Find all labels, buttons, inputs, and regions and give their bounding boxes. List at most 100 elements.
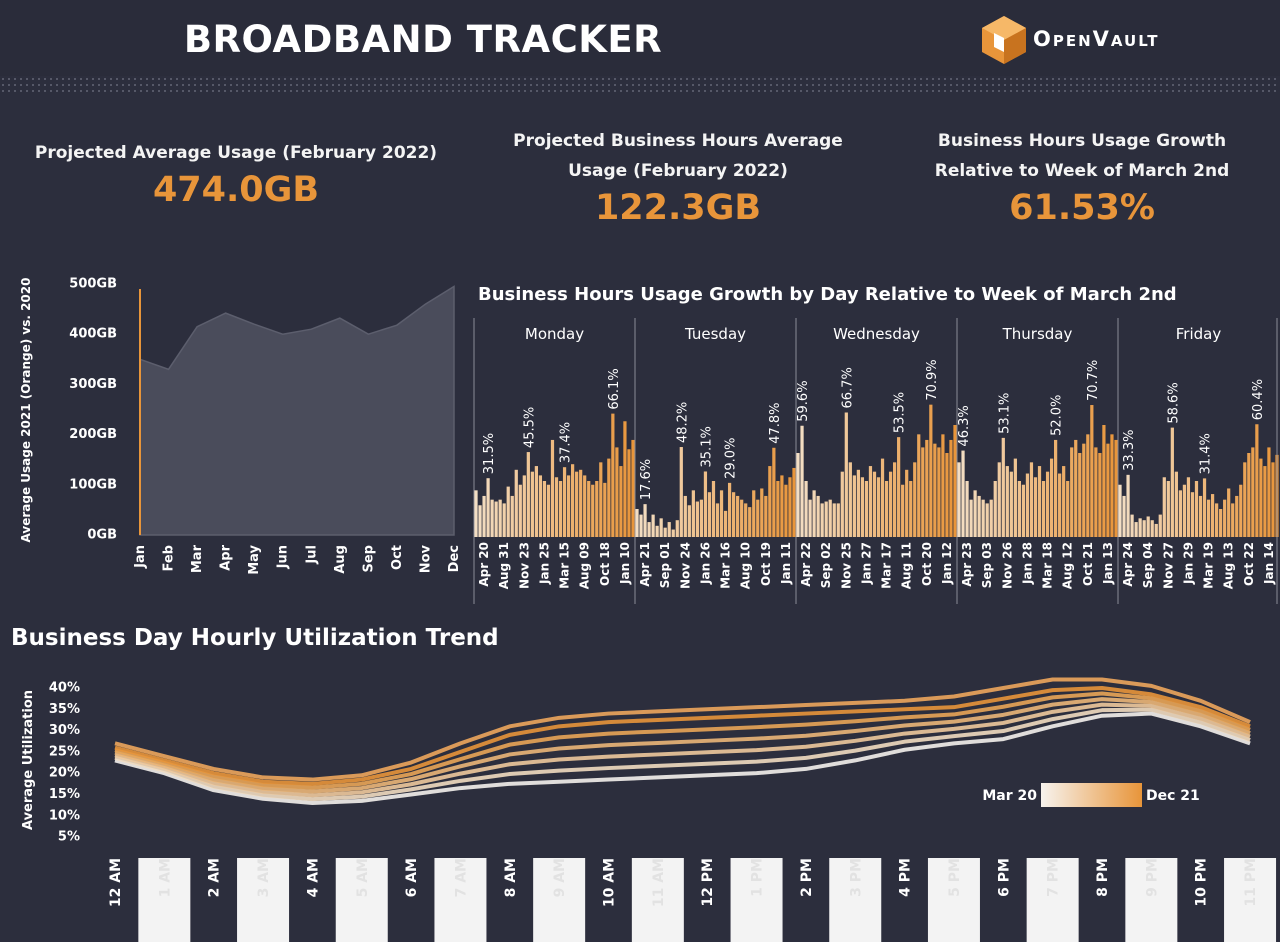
hour-band — [730, 858, 783, 942]
bar — [812, 490, 816, 537]
bar — [937, 447, 941, 537]
x-tick-label: Oct 21 — [1081, 542, 1095, 586]
bar — [643, 504, 647, 537]
x-tick-label: 10 AM — [602, 858, 618, 907]
bar — [1198, 495, 1203, 537]
panel-title: Monday — [525, 325, 584, 343]
bar — [1182, 484, 1187, 537]
bar — [1037, 466, 1042, 537]
bar — [1054, 439, 1058, 537]
bar — [1210, 494, 1215, 537]
x-tick-label: 5 PM — [947, 858, 963, 897]
bar — [1070, 447, 1074, 537]
bar — [788, 477, 792, 537]
y-axis-label: Average Utilization — [21, 690, 36, 830]
bar — [587, 481, 591, 537]
line — [114, 702, 1251, 798]
x-tick-label: 12 PM — [700, 858, 716, 907]
line — [114, 697, 1251, 794]
bar — [1215, 503, 1219, 537]
bar — [562, 467, 567, 537]
bar — [1255, 424, 1259, 537]
bar — [691, 490, 695, 537]
bar — [864, 481, 869, 537]
x-tick-label: Apr 24 — [1121, 542, 1135, 587]
bar — [619, 466, 623, 537]
x-tick-label: 11 PM — [1243, 858, 1259, 907]
bar — [1239, 484, 1243, 537]
bar — [675, 520, 679, 537]
bar — [828, 499, 832, 537]
bar — [667, 522, 671, 537]
x-tick-label: Jun — [276, 545, 291, 569]
bar — [1106, 443, 1110, 537]
x-tick-label: Jan 25 — [537, 542, 551, 585]
bar — [526, 452, 530, 537]
x-tick-label: Apr — [219, 544, 234, 570]
bar — [699, 499, 704, 537]
x-tick-label: Mar 19 — [1202, 542, 1216, 589]
bar — [989, 499, 993, 537]
bar — [1190, 492, 1195, 537]
bar — [796, 453, 800, 537]
bar — [1206, 499, 1211, 537]
bar — [949, 439, 953, 537]
bar — [651, 514, 655, 537]
bar — [1271, 462, 1275, 537]
bar — [506, 486, 510, 537]
bar — [566, 475, 571, 537]
x-tick-label: 4 PM — [898, 858, 914, 897]
bar — [1122, 495, 1126, 537]
x-tick-label: Jan 28 — [1020, 542, 1034, 585]
kpi-card: Projected Average Usage (February 2022) … — [16, 138, 456, 210]
y-tick-label: 100GB — [69, 477, 117, 492]
page-title: BROADBAND TRACKER — [183, 18, 663, 61]
bar — [921, 447, 925, 537]
bar — [1174, 471, 1178, 537]
bar — [1162, 477, 1166, 537]
bar — [1001, 437, 1005, 537]
bar — [1166, 481, 1170, 537]
chart-title: Business Hours Usage Growth by Day Relat… — [478, 284, 1177, 305]
bar — [1223, 499, 1227, 537]
x-tick-label: 11 AM — [651, 858, 667, 907]
bar — [820, 503, 824, 537]
x-tick-label: Aug 31 — [497, 542, 511, 589]
bar — [1219, 509, 1223, 537]
bar — [727, 482, 732, 537]
bar — [1247, 453, 1251, 537]
hour-band — [1026, 858, 1079, 942]
value-label: 47.8% — [768, 402, 783, 443]
bar — [1005, 466, 1009, 537]
x-tick-label: Mar — [190, 544, 205, 573]
bar — [599, 462, 603, 537]
x-tick-label: Sep 03 — [980, 542, 994, 588]
bar — [494, 501, 498, 537]
x-tick-label: 2 AM — [207, 858, 223, 897]
bar — [957, 462, 961, 537]
bar — [490, 499, 494, 537]
x-tick-label: 8 AM — [503, 858, 519, 897]
value-label: 45.5% — [522, 407, 537, 448]
bar — [740, 499, 744, 537]
kpi-card: Business Hours Usage Growth Relative to … — [917, 126, 1247, 228]
bar — [808, 499, 812, 537]
bar — [1235, 495, 1239, 537]
bar — [1243, 462, 1247, 537]
bar — [683, 495, 687, 537]
bar — [764, 495, 768, 537]
bar — [836, 503, 840, 537]
bar — [663, 527, 667, 537]
bar — [482, 495, 486, 537]
x-tick-label: 9 AM — [552, 858, 568, 897]
bar — [1231, 503, 1235, 537]
bar — [1130, 514, 1134, 537]
bar — [784, 484, 788, 537]
bar — [1013, 458, 1017, 537]
line — [114, 711, 1251, 805]
bar — [844, 412, 848, 537]
value-label: 33.3% — [1122, 430, 1137, 471]
bar — [961, 450, 965, 537]
x-tick-label: Nov — [418, 544, 433, 573]
bar — [860, 477, 865, 537]
